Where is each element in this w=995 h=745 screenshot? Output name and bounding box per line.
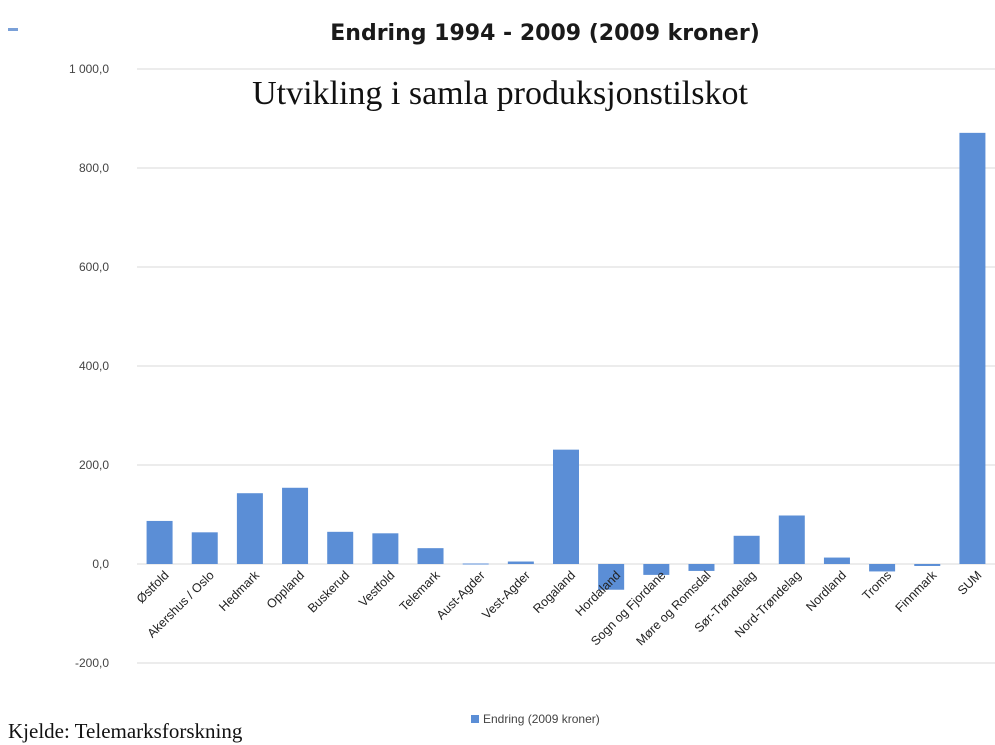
- x-tick-label: Finnmark: [893, 568, 940, 615]
- x-tick-label: Buskerud: [305, 568, 352, 615]
- bar: [146, 520, 173, 564]
- legend: Endring (2009 kroner): [471, 712, 600, 726]
- bar: [643, 564, 670, 575]
- bar: [598, 564, 625, 590]
- bar: [417, 548, 444, 564]
- bar: [462, 563, 489, 565]
- decorative-dash: [8, 28, 18, 31]
- x-tick-label: Østfold: [134, 568, 172, 606]
- y-tick-label: 400,0: [79, 359, 109, 373]
- y-tick-label: 800,0: [79, 161, 109, 175]
- y-axis-tick-labels: -200,0 0,0 200,0 400,0 600,0 800,0 1 000,0: [69, 62, 109, 670]
- bar: [688, 564, 715, 571]
- x-tick-label: Troms: [860, 568, 895, 603]
- legend-label: Endring (2009 kroner): [483, 712, 600, 726]
- x-tick-label: Oppland: [264, 568, 307, 611]
- x-tick-label: Vest-Agder: [479, 568, 533, 622]
- bar: [823, 557, 850, 564]
- bar: [191, 532, 218, 564]
- y-tick-label: 600,0: [79, 260, 109, 274]
- bar: [236, 493, 263, 564]
- bar: [869, 564, 896, 572]
- x-tick-label: Telemark: [397, 568, 443, 614]
- bar: [959, 132, 986, 565]
- y-tick-label: -200,0: [75, 656, 109, 670]
- x-tick-label: Aust-Agder: [434, 568, 488, 622]
- bar: [282, 487, 309, 564]
- bar: [553, 449, 579, 564]
- bar: [372, 533, 399, 564]
- y-tick-label: 1 000,0: [69, 62, 109, 76]
- x-tick-label: Vestfold: [356, 568, 397, 609]
- bar: [327, 531, 354, 564]
- overlay-title: Utvikling i samla produksjonstilskot: [252, 75, 748, 112]
- bars: [146, 132, 986, 590]
- bar: [507, 561, 534, 564]
- x-tick-label: SUM: [955, 568, 985, 598]
- y-tick-label: 0,0: [92, 557, 109, 571]
- bar: [914, 564, 941, 566]
- x-tick-label: Hedmark: [216, 568, 262, 614]
- x-tick-label: Nordland: [803, 568, 849, 614]
- bar: [778, 515, 805, 564]
- chart-title: Endring 1994 - 2009 (2009 kroner): [330, 21, 760, 46]
- y-tick-label: 200,0: [79, 458, 109, 472]
- x-tick-label: Rogaland: [530, 568, 578, 616]
- source-caption: Kjelde: Telemarksforskning: [8, 719, 243, 743]
- bar: [733, 535, 760, 564]
- legend-swatch: [471, 715, 479, 723]
